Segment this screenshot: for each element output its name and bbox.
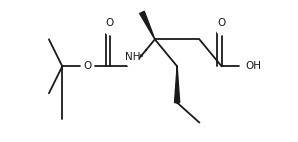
- Text: OH: OH: [246, 61, 262, 71]
- Text: O: O: [83, 61, 91, 71]
- Text: O: O: [106, 18, 114, 28]
- Text: O: O: [218, 18, 226, 28]
- Text: NH: NH: [125, 52, 140, 62]
- Polygon shape: [140, 11, 155, 39]
- Polygon shape: [175, 66, 180, 103]
